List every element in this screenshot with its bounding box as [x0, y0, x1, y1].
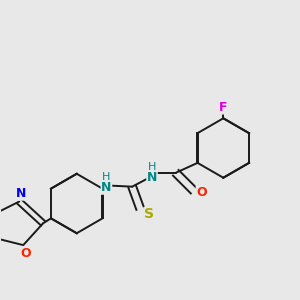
Text: H: H: [148, 162, 156, 172]
Text: F: F: [219, 101, 228, 114]
Text: H: H: [102, 172, 111, 182]
Text: N: N: [101, 181, 112, 194]
Text: N: N: [147, 171, 157, 184]
Text: S: S: [144, 207, 154, 221]
Text: O: O: [20, 247, 31, 260]
Text: N: N: [16, 187, 26, 200]
Text: O: O: [196, 186, 207, 199]
